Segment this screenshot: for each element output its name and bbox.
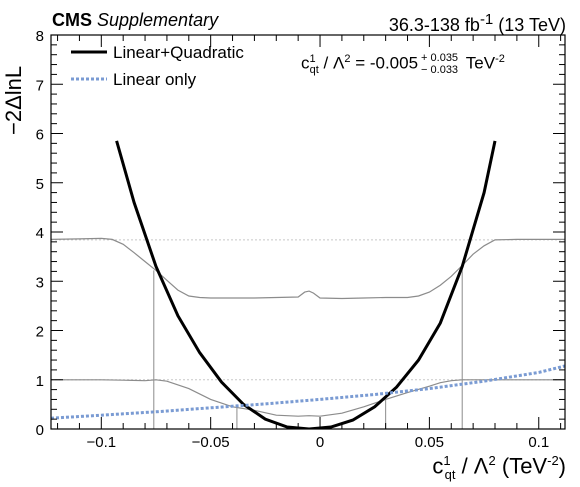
- x-tick-label: −0.1: [86, 434, 116, 451]
- supplementary-text: Supplementary: [97, 10, 219, 30]
- x-label-lambda-sup: 2: [488, 453, 496, 468]
- result-lambda-sup: 2: [344, 52, 351, 65]
- axis-ticks: −0.1 −0.05 0 0.05 0.1 0 1 2 3 4 5 6 7 8: [36, 28, 565, 451]
- x-label-sup: 1: [443, 453, 451, 468]
- y-tick-label: 4: [36, 225, 44, 242]
- y-axis-label: −2ΔlnL: [1, 65, 26, 135]
- y-tick-label: 0: [36, 422, 44, 439]
- result-unit-exp: -2: [495, 52, 505, 65]
- plot-frame: [50, 34, 566, 430]
- result-c: c: [301, 53, 310, 73]
- result-minus: − 0.033: [421, 64, 459, 76]
- x-tick-label: −0.05: [192, 434, 230, 451]
- y-tick-label: 3: [36, 274, 44, 291]
- legend: Linear+Quadratic Linear only: [71, 43, 244, 89]
- x-label-c: c: [432, 453, 444, 479]
- x-axis-label: c1qt / Λ2 (TeV-2): [432, 453, 566, 482]
- y-tick-label: 7: [36, 77, 44, 94]
- result-central: = -0.005: [350, 53, 419, 73]
- reference-lines: [51, 239, 565, 381]
- x-label-lambda: / Λ: [455, 453, 489, 479]
- x-tick-label: 0.1: [528, 434, 549, 451]
- energy-text: (13 TeV): [498, 15, 566, 35]
- x-tick-label: 0.05: [415, 434, 444, 451]
- result-c-sub: qt: [309, 63, 319, 76]
- experiment-label: CMS Supplementary: [52, 9, 218, 31]
- result-unit: TeV: [461, 53, 496, 73]
- lumi-exponent: -1: [479, 11, 494, 28]
- x-label-sub: qt: [444, 466, 456, 482]
- profile-curve-0: [51, 237, 565, 300]
- x-tick-label: 0: [316, 434, 324, 451]
- y-tick-label: 5: [36, 176, 44, 193]
- y-tick-label: 1: [36, 373, 44, 390]
- profile-curve-1: [51, 379, 565, 417]
- x-label-close: ): [558, 453, 566, 479]
- fit-curves: [51, 140, 565, 429]
- series-linear-quadratic: [115, 140, 497, 429]
- luminosity-label: 36.3-138 fb-1 (13 TeV): [389, 9, 566, 36]
- y-tick-label: 6: [36, 127, 44, 144]
- legend-label-linear-quadratic: Linear+Quadratic: [113, 43, 244, 62]
- x-label-unit: (TeV: [495, 453, 548, 479]
- result-plus: + 0.035: [421, 52, 459, 64]
- fit-result: c1qt / Λ2 = -0.005 + 0.035− 0.033 TeV-2: [301, 52, 505, 76]
- lumi-value: 36.3-138 fb: [388, 15, 480, 35]
- profile-curves: [51, 237, 565, 417]
- x-label-unit-exp: -2: [547, 453, 559, 468]
- result-lambda: / Λ: [318, 53, 345, 73]
- cms-text: CMS: [52, 10, 92, 30]
- result-c-sup: 1: [309, 52, 316, 65]
- legend-label-linear-only: Linear only: [113, 70, 197, 89]
- y-tick-label: 2: [36, 324, 44, 341]
- series-linear-only: [51, 364, 565, 420]
- result-uncertainty: + 0.035− 0.033: [421, 52, 458, 76]
- interval-lines: [153, 263, 463, 429]
- y-tick-label: 8: [36, 28, 44, 45]
